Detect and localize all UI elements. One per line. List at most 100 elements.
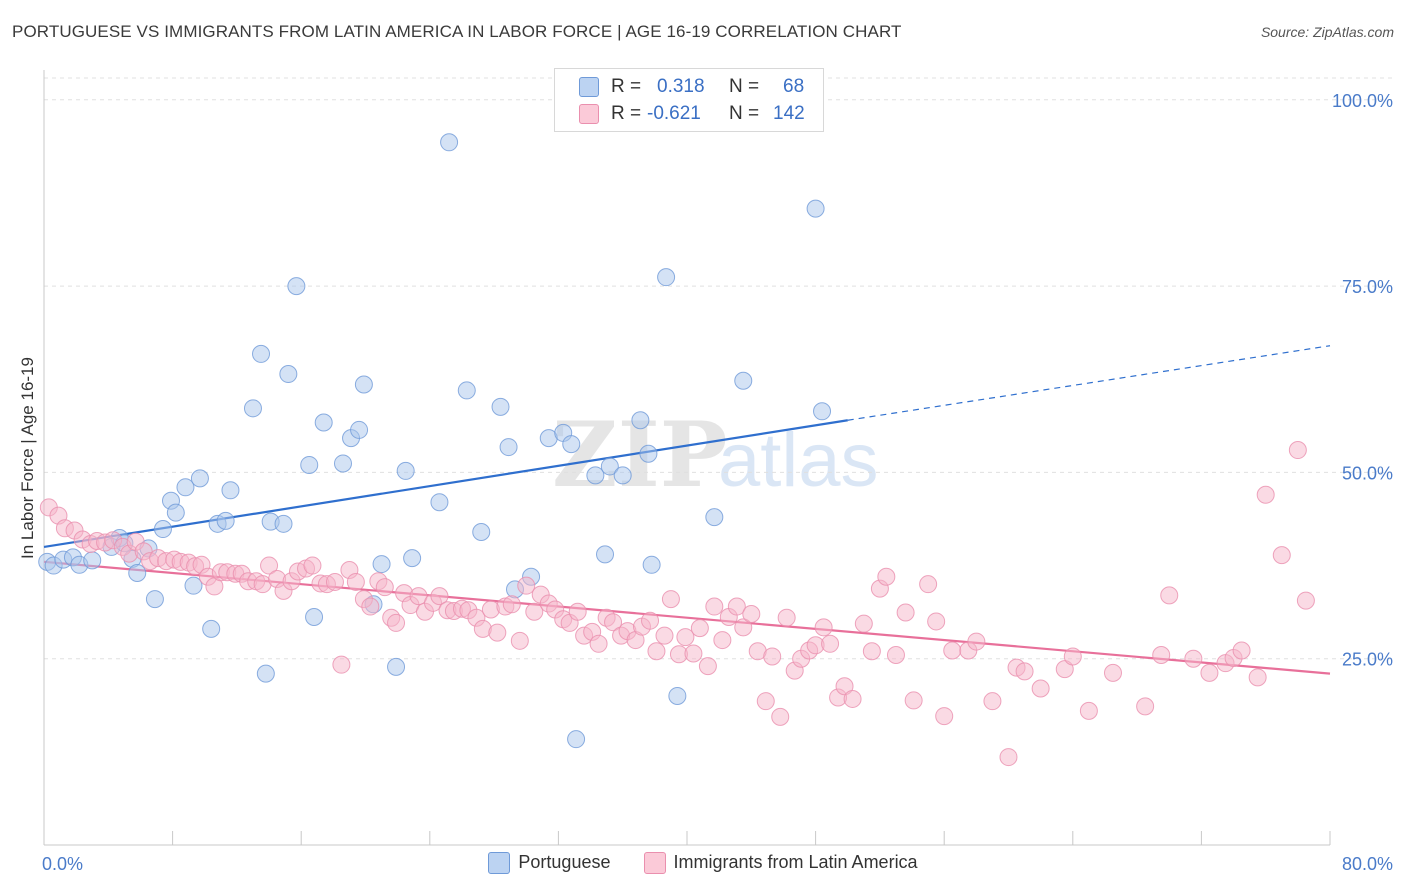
watermark-atlas: atlas bbox=[718, 418, 879, 503]
legend-swatch-portuguese bbox=[579, 77, 599, 97]
latin-america-point bbox=[967, 632, 986, 651]
portuguese-point bbox=[243, 399, 262, 418]
latin-america-point bbox=[777, 608, 796, 627]
latin-america-point bbox=[1184, 649, 1203, 668]
latin-america-point bbox=[1248, 668, 1267, 687]
portuguese-point bbox=[403, 549, 422, 568]
latin-america-point bbox=[835, 677, 854, 696]
latin-america-point bbox=[713, 631, 732, 650]
series-legend: Portuguese Immigrants from Latin America bbox=[0, 852, 1406, 875]
y-tick-label: 100.0% bbox=[1332, 91, 1393, 111]
portuguese-point bbox=[806, 199, 825, 218]
portuguese-point bbox=[333, 454, 352, 473]
latin-america-point bbox=[1160, 586, 1179, 605]
latin-america-point bbox=[1272, 546, 1291, 565]
legend-r-value: 0.318 bbox=[657, 76, 705, 97]
latin-america-point bbox=[1055, 660, 1074, 679]
latin-america-point bbox=[1031, 679, 1050, 698]
portuguese-point bbox=[613, 466, 632, 485]
latin-america-point bbox=[742, 604, 761, 623]
portuguese-point bbox=[256, 664, 275, 683]
legend-n-label: N = bbox=[729, 76, 760, 97]
portuguese-point bbox=[813, 402, 832, 421]
latin-america-point bbox=[525, 602, 544, 621]
portuguese-point bbox=[221, 481, 240, 500]
latin-america-point bbox=[510, 631, 529, 650]
legend-swatch-latin-america bbox=[643, 852, 666, 875]
portuguese-point bbox=[657, 268, 676, 287]
latin-america-point bbox=[260, 556, 279, 575]
portuguese-point bbox=[631, 411, 650, 430]
portuguese-point bbox=[314, 413, 333, 432]
latin-america-point bbox=[771, 707, 790, 726]
portuguese-point bbox=[300, 455, 319, 474]
portuguese-point bbox=[287, 277, 306, 296]
latin-america-point bbox=[727, 597, 746, 616]
latin-america-point bbox=[303, 556, 322, 575]
axis-labels: 25.0% 50.0% 75.0% 100.0% 0.0% 80.0% In Labor F… bbox=[18, 91, 1393, 874]
portuguese-point bbox=[83, 551, 102, 570]
latin-america-point bbox=[1063, 647, 1082, 666]
legend-r-value: -0.621 bbox=[647, 103, 701, 124]
portuguese-point bbox=[372, 555, 391, 574]
latin-america-point bbox=[698, 657, 717, 676]
latin-america-point bbox=[346, 572, 365, 591]
latin-america-point bbox=[361, 597, 380, 616]
latin-america-point bbox=[943, 641, 962, 660]
latin-america-point bbox=[1079, 701, 1098, 720]
latin-america-point bbox=[886, 645, 905, 664]
latin-america-point bbox=[517, 576, 536, 595]
legend-r-label: R = bbox=[611, 76, 642, 97]
portuguese-point bbox=[274, 514, 293, 533]
stats-legend: R = 0.318 N = 68 R = -0.621 N = 142 bbox=[554, 68, 824, 132]
latin-america-point bbox=[430, 587, 449, 606]
y-axis-label: In Labor Force | Age 16-19 bbox=[18, 357, 37, 559]
latin-america-point bbox=[1288, 441, 1307, 460]
portuguese-point bbox=[586, 466, 605, 485]
portuguese-point bbox=[145, 590, 164, 609]
axes bbox=[43, 70, 1331, 846]
latin-america-point bbox=[756, 692, 775, 711]
latin-america-point bbox=[502, 595, 521, 614]
portuguese-point bbox=[153, 520, 172, 539]
legend-label-latin-america: Immigrants from Latin America bbox=[673, 852, 918, 873]
portuguese-point bbox=[457, 381, 476, 400]
portuguese-point bbox=[202, 619, 221, 638]
legend-swatch-portuguese bbox=[488, 852, 511, 875]
portuguese-point bbox=[491, 397, 510, 416]
latin-america-point bbox=[1136, 697, 1155, 716]
legend-n-value: 68 bbox=[783, 76, 805, 97]
latin-america-point bbox=[843, 689, 862, 708]
portuguese-point bbox=[596, 545, 615, 564]
portuguese-trend-line bbox=[43, 419, 848, 549]
portuguese-point bbox=[499, 438, 518, 457]
trend-lines bbox=[43, 345, 1331, 675]
legend-n-label: N = bbox=[729, 103, 760, 124]
portuguese-point bbox=[279, 365, 298, 384]
latin-america-point bbox=[983, 692, 1002, 711]
legend-label-portuguese: Portuguese bbox=[518, 852, 611, 873]
portuguese-point bbox=[472, 523, 491, 542]
legend-n-value: 142 bbox=[773, 103, 805, 124]
portuguese-point bbox=[600, 457, 619, 476]
latin-america-point bbox=[1200, 663, 1219, 682]
latin-america-point bbox=[647, 642, 666, 661]
latin-america-point bbox=[589, 634, 608, 653]
portuguese-point bbox=[396, 461, 415, 480]
latin-america-point bbox=[814, 618, 833, 637]
portuguese-point bbox=[305, 607, 324, 626]
latin-america-point bbox=[641, 611, 660, 630]
portuguese-point bbox=[734, 371, 753, 390]
latin-america-point bbox=[325, 572, 344, 591]
latin-america-point bbox=[854, 614, 873, 633]
portuguese-point bbox=[166, 503, 185, 522]
latin-america-point bbox=[877, 567, 896, 586]
latin-america-point bbox=[568, 602, 587, 621]
latin-america-point bbox=[387, 613, 406, 632]
x-tick-label-min: 0.0% bbox=[42, 854, 83, 874]
y-tick-label: 50.0% bbox=[1342, 463, 1393, 483]
latin-america-point bbox=[896, 603, 915, 622]
y-tick-label: 25.0% bbox=[1342, 650, 1393, 670]
latin-america-point bbox=[1232, 641, 1251, 660]
source-credit: Source: ZipAtlas.com bbox=[1260, 24, 1394, 40]
